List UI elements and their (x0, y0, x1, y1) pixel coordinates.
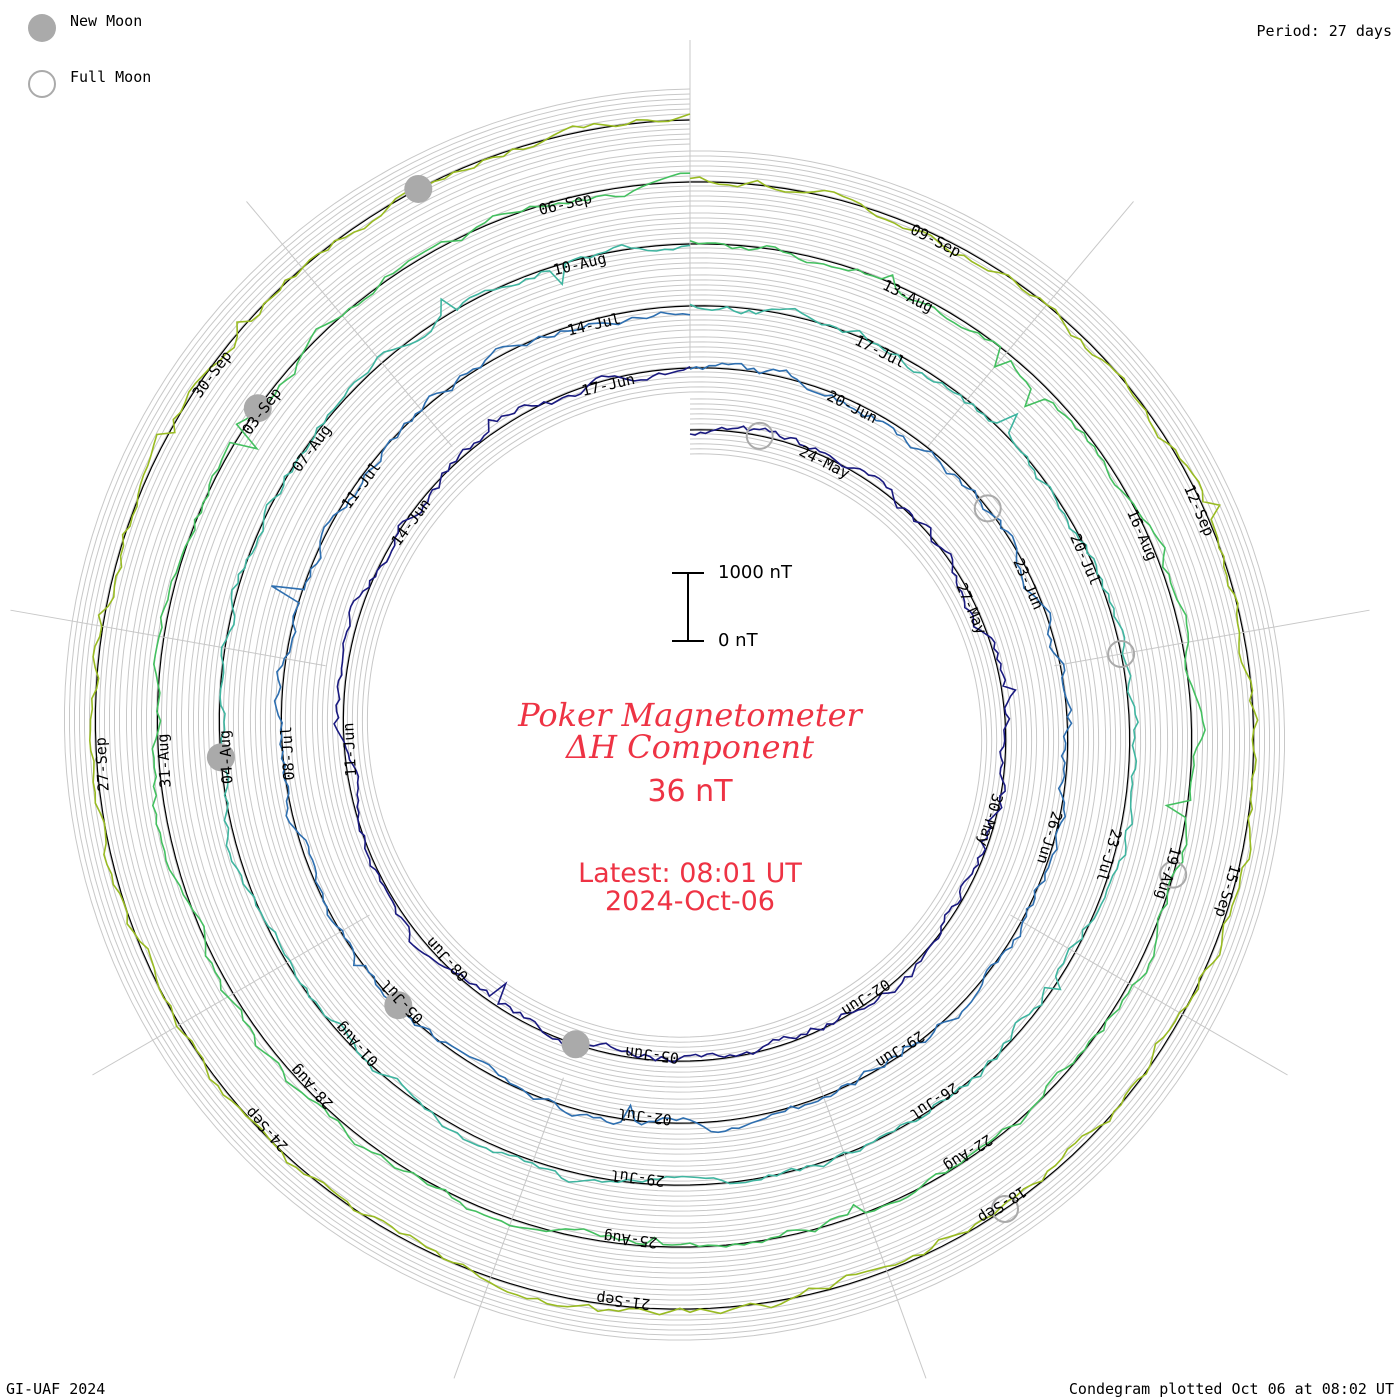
day-spoke (246, 201, 453, 447)
trace-cycle-1 (333, 365, 1017, 1064)
trace-cycle-3 (219, 244, 1139, 1185)
date-label: 05-Jul (377, 976, 427, 1028)
day-spokes (10, 40, 1370, 1379)
full-moon-marker (973, 494, 1002, 523)
grid-spiral (74, 98, 1275, 1331)
day-spoke (1054, 609, 1370, 667)
grid-spiral (89, 113, 1260, 1316)
date-label: 24-Sep (242, 1104, 292, 1156)
day-spoke (1010, 914, 1288, 1076)
moon-legend: New Moon Full Moon (28, 12, 151, 124)
latest-time: Latest: 08:01 UT (578, 858, 802, 889)
grid-spiral (84, 108, 1265, 1321)
day-spoke (927, 201, 1134, 447)
new-moon-marker (561, 1030, 590, 1059)
period-label: Period: 27 days (1256, 22, 1392, 40)
full-moon-marker (1107, 639, 1136, 668)
new-moon-marker (384, 991, 413, 1020)
full-moon-marker (991, 1194, 1020, 1223)
date-label: 11-Jun (339, 722, 360, 777)
trace-cycle-5 (88, 113, 1259, 1316)
date-label: 08-Jun (422, 933, 472, 985)
legend-full-moon-label: Full Moon (70, 68, 152, 86)
date-label: 02-Jun (838, 975, 893, 1020)
day-spoke (10, 609, 326, 667)
baseline-spiral (94, 119, 1255, 1310)
scale-bottom-label: 0 nT (718, 630, 758, 651)
grid-spiral (104, 128, 1245, 1301)
current-value: 36 nT (647, 774, 733, 809)
grid-spiral (94, 118, 1255, 1311)
new-moon-icon (28, 14, 56, 42)
date-label: 27-Sep (92, 737, 113, 792)
date-label: 06-Sep (537, 189, 594, 219)
grid-spiral (119, 143, 1230, 1286)
chart-subtitle: ΔH Component (565, 728, 815, 766)
grid-spiral (79, 103, 1270, 1326)
scale-top-label: 1000 nT (718, 562, 792, 583)
grid-spiral (109, 133, 1240, 1296)
legend-full-moon: Full Moon (28, 68, 151, 100)
new-moon-marker (206, 743, 235, 772)
trace-cycle-4 (151, 172, 1206, 1248)
grid-spiral (64, 88, 1285, 1341)
full-moon-marker (745, 421, 774, 450)
legend-new-moon: New Moon (28, 12, 151, 44)
day-spoke (816, 1077, 927, 1379)
date-label: 08-Jul (277, 726, 298, 781)
magnetometer-traces (88, 113, 1259, 1316)
new-moon-marker (243, 394, 272, 423)
plotted-label: Condegram plotted Oct 06 at 08:02 UT (1068, 1380, 1394, 1398)
grid-spiral (69, 93, 1280, 1336)
credit-label: GI-UAF 2024 (6, 1380, 106, 1398)
full-moon-icon (28, 70, 56, 98)
trace-cycle-2 (271, 311, 1073, 1134)
chart-title: Poker Magnetometer (518, 696, 862, 734)
date-label: 31-Aug (154, 733, 175, 788)
full-moon-marker (1159, 860, 1188, 889)
scale-bar (672, 572, 704, 642)
legend-new-moon-label: New Moon (70, 12, 143, 30)
moon-markers (206, 174, 1188, 1223)
latest-date: 2024-Oct-06 (605, 886, 775, 917)
day-spoke (453, 1077, 564, 1379)
day-spoke (92, 914, 370, 1076)
date-label: 01-Aug (332, 1018, 382, 1070)
date-label: 10-Aug (551, 249, 608, 279)
date-label: 09-Sep (908, 220, 964, 260)
new-moon-marker (404, 174, 433, 203)
date-label: 04-Aug (215, 729, 236, 784)
grid-spiral (114, 138, 1235, 1291)
spiral-grid (64, 88, 1285, 1341)
